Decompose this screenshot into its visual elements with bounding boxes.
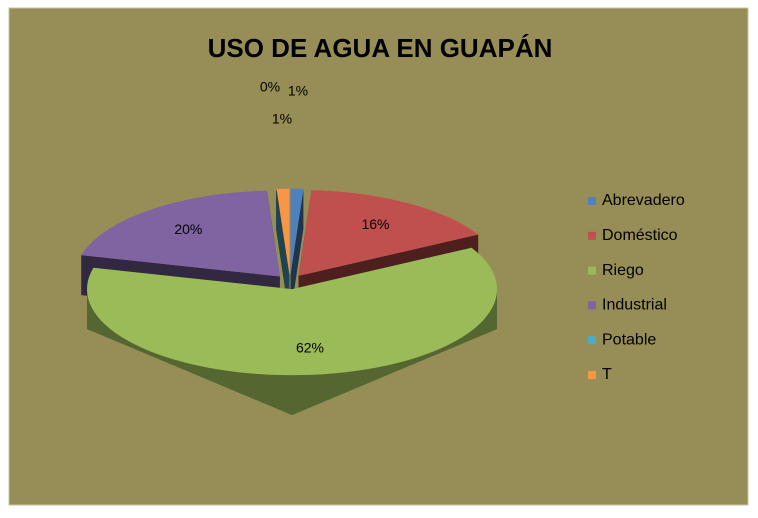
data-label: 62% [296, 340, 324, 356]
legend-label: Potable [602, 331, 656, 348]
slice-wall [290, 188, 304, 315]
slice-side [87, 289, 497, 416]
pie-slice [87, 247, 497, 416]
legend-swatch [588, 371, 596, 379]
chart-title: USO DE AGUA EN GUAPÁN [208, 33, 553, 63]
slice-wall [276, 188, 289, 315]
legend-swatch [588, 197, 596, 205]
slice-top [298, 190, 479, 276]
legend-label: Riego [602, 262, 644, 279]
data-label: 1% [272, 111, 292, 127]
legend-label: Doméstico [602, 227, 678, 244]
data-label: 16% [361, 216, 389, 232]
pie-slice [290, 188, 304, 315]
legend-swatch [588, 266, 596, 275]
slice-top [276, 188, 290, 275]
legend-label: Industrial [602, 297, 667, 314]
legend-label: T [602, 366, 612, 383]
slice-top [81, 190, 280, 277]
legend-swatch [588, 301, 596, 310]
slice-top [87, 247, 497, 376]
data-label: 0% [260, 79, 280, 95]
legend-swatch [588, 231, 596, 240]
data-label: 20% [174, 221, 202, 237]
legend-swatch [588, 336, 596, 345]
legend-label: Abrevadero [602, 192, 685, 209]
data-label: 1% [288, 83, 308, 99]
slice-top [290, 188, 304, 275]
pie-slice [276, 188, 289, 315]
